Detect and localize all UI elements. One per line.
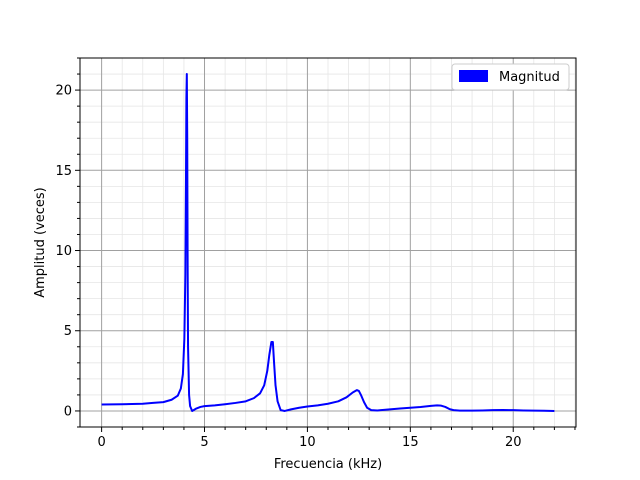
y-tick-label: 10 <box>55 244 72 259</box>
x-tick-label: 0 <box>97 435 105 450</box>
legend-label: Magnitud <box>499 70 560 85</box>
y-tick-label: 15 <box>55 164 72 179</box>
y-axis-label: Amplitud (veces) <box>33 187 48 298</box>
x-tick-label: 5 <box>200 435 208 450</box>
x-tick-label: 15 <box>402 435 419 450</box>
y-axis-ticks: 0 5 10 15 20 <box>55 57 80 428</box>
legend-swatch <box>459 70 488 82</box>
y-tick-label: 20 <box>55 84 72 99</box>
x-tick-label: 20 <box>505 435 522 450</box>
y-tick-label: 0 <box>64 404 72 419</box>
legend: Magnitud <box>451 63 570 91</box>
x-axis-ticks: 0 5 10 15 20 <box>97 427 576 450</box>
series-layer <box>101 73 555 412</box>
y-tick-label: 5 <box>64 324 72 339</box>
x-tick-label: 10 <box>299 435 316 450</box>
series-line-magnitud <box>101 73 555 412</box>
x-axis-label: Frecuencia (kHz) <box>274 457 382 472</box>
